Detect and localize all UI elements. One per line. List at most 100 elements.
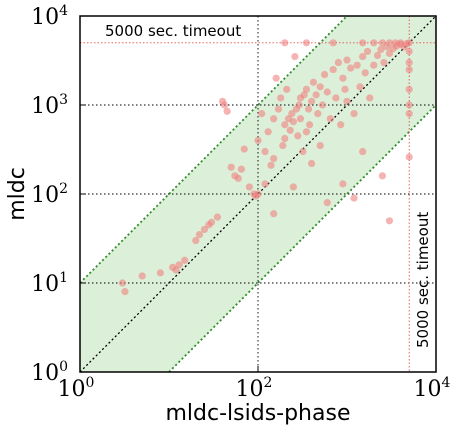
timeout-label-horizontal: 5000 sec. timeout — [105, 22, 241, 40]
data-point — [295, 101, 303, 109]
data-point — [377, 45, 385, 54]
data-point — [302, 128, 311, 136]
data-point — [343, 56, 351, 64]
data-point — [277, 94, 285, 102]
data-point — [339, 74, 347, 82]
data-point — [274, 105, 283, 113]
data-point — [279, 141, 287, 150]
data-point — [337, 121, 345, 129]
data-point — [270, 115, 278, 123]
data-point — [380, 58, 388, 67]
data-point — [261, 147, 269, 156]
x-tick-label: 100 — [58, 375, 95, 402]
data-point — [306, 121, 314, 129]
data-point — [281, 39, 289, 47]
data-point — [302, 39, 311, 47]
data-point — [350, 194, 358, 202]
y-tick-label: 101 — [31, 270, 68, 297]
data-point — [405, 101, 413, 109]
data-point — [172, 266, 180, 274]
data-point — [289, 118, 298, 126]
data-point — [396, 39, 405, 47]
data-point — [270, 210, 278, 218]
data-point — [281, 121, 289, 129]
timeout-label-vertical: 5000 sec. timeout — [414, 212, 432, 348]
y-tick-label: 102 — [31, 181, 68, 208]
data-point — [405, 85, 413, 93]
data-point — [316, 141, 324, 150]
data-point — [207, 218, 216, 226]
data-point — [353, 61, 361, 69]
data-point — [329, 65, 337, 74]
data-point — [307, 97, 316, 105]
x-tick-label: 102 — [236, 375, 273, 402]
data-point — [288, 110, 296, 118]
x-axis-ticks: 100 102 104 — [58, 366, 451, 402]
data-point — [339, 180, 347, 188]
data-point — [320, 70, 329, 79]
data-point — [356, 83, 364, 91]
data-point — [343, 97, 351, 105]
data-point — [258, 110, 266, 118]
data-point — [312, 91, 320, 99]
data-point — [283, 85, 291, 93]
data-point — [378, 172, 387, 180]
data-point — [286, 126, 294, 134]
data-point — [240, 145, 248, 153]
data-point — [302, 85, 311, 93]
data-point — [370, 39, 378, 47]
data-point — [220, 101, 229, 109]
data-point — [329, 39, 337, 47]
y-tick-label: 104 — [31, 3, 68, 30]
data-point — [309, 78, 318, 86]
y-tick-label: 100 — [31, 359, 68, 386]
data-point — [385, 39, 394, 47]
data-point — [359, 39, 367, 47]
data-point — [326, 115, 334, 123]
data-point — [370, 61, 378, 69]
data-point — [391, 39, 400, 47]
data-point — [291, 52, 299, 61]
grid-lines — [80, 16, 436, 372]
data-point — [405, 47, 413, 56]
data-point — [323, 88, 331, 96]
data-point — [316, 83, 324, 91]
y-axis-title: mldc — [5, 167, 30, 221]
data-point — [181, 256, 189, 264]
data-point — [289, 183, 298, 191]
data-point — [347, 64, 355, 72]
data-point — [350, 110, 358, 118]
data-point — [254, 136, 262, 145]
data-point — [237, 165, 245, 173]
x-tick-label: 104 — [414, 375, 451, 402]
data-point — [334, 58, 342, 67]
data-point — [281, 134, 289, 143]
data-point — [267, 161, 275, 169]
data-point — [323, 199, 331, 207]
data-point — [156, 269, 164, 277]
data-point — [378, 39, 387, 47]
data-point — [405, 65, 413, 74]
data-point — [192, 236, 200, 245]
data-point — [121, 288, 129, 296]
data-point — [299, 147, 307, 156]
plot-area — [79, 15, 437, 373]
data-point — [341, 85, 349, 93]
data-point — [175, 261, 183, 269]
data-point — [363, 47, 372, 56]
data-point — [223, 107, 231, 115]
data-point — [138, 272, 146, 280]
diagonal-line — [79, 15, 437, 373]
data-point — [254, 190, 262, 198]
data-point — [373, 51, 382, 60]
data-point — [300, 91, 308, 99]
data-point — [405, 153, 413, 161]
data-point — [227, 163, 235, 171]
data-point — [318, 101, 327, 109]
data-point — [366, 94, 374, 102]
data-point — [270, 154, 278, 163]
data-point — [264, 128, 272, 136]
data-point — [385, 217, 394, 225]
data-point — [294, 132, 302, 140]
data-point — [359, 52, 367, 61]
